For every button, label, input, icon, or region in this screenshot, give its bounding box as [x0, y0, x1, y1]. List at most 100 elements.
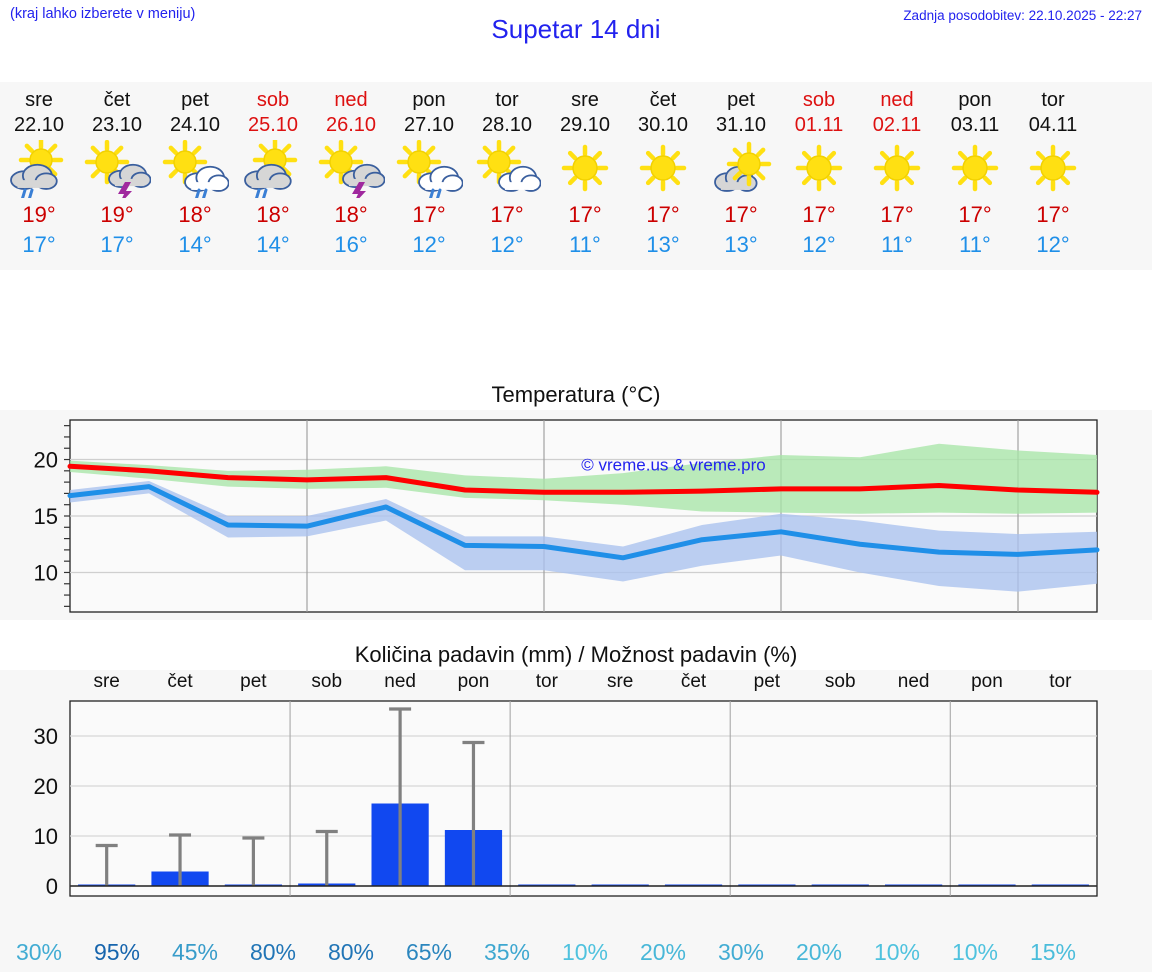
day-column-9[interactable]: pet 31.10 17° 13°: [702, 82, 780, 270]
day-low-temp: 14°: [256, 232, 290, 257]
daily-forecast-strip: sre 22.10 19° 17° čet 23.10 19° 17° pet 24.10 1…: [0, 82, 1152, 270]
day-low-temp: 16°: [334, 232, 368, 257]
day-column-13[interactable]: tor 04.11 17° 12°: [1014, 82, 1092, 270]
day-column-6[interactable]: tor 28.10 17° 12°: [468, 82, 546, 270]
day-date: 31.10: [715, 114, 767, 136]
day-high-temp: 17°: [880, 202, 914, 227]
day-date: 23.10: [91, 114, 143, 136]
day-date: 27.10: [403, 114, 455, 136]
day-name: čet: [103, 89, 131, 111]
svg-text:0: 0: [46, 874, 58, 899]
sun-icon: [951, 144, 999, 192]
sun-cloud-rain-icon: [10, 140, 64, 198]
precip-probability-13: 15%: [1029, 939, 1077, 965]
sun-cloud-rain-light-icon: [162, 140, 229, 198]
sun-cloud-thunder-icon: [84, 140, 151, 198]
day-date: 03.11: [950, 114, 1000, 136]
day-name: tor: [495, 89, 519, 111]
svg-text:20: 20: [34, 448, 58, 473]
day-name: sob: [256, 89, 290, 111]
menu-hint: (kraj lahko izberete v meniju): [10, 6, 196, 22]
day-column-8[interactable]: čet 30.10 17° 13°: [624, 82, 702, 270]
svg-text:pet: pet: [240, 671, 267, 692]
day-date: 22.10: [13, 114, 65, 136]
precipitation-chart-title: Količina padavin (mm) / Možnost padavin …: [0, 642, 1152, 670]
sun-icon: [795, 144, 843, 192]
svg-text:30: 30: [34, 724, 58, 749]
temperature-chart-panel: Temperatura (°C) 10 15 20 © vreme.us & vrem…: [0, 382, 1152, 620]
day-high-temp: 18°: [178, 202, 212, 227]
day-column-2[interactable]: pet 24.10 18° 14°: [156, 82, 234, 270]
day-date: 02.11: [872, 114, 922, 136]
day-name: ned: [880, 89, 914, 111]
svg-text:tor: tor: [1049, 671, 1072, 692]
day-name: čet: [649, 89, 677, 111]
precip-probability-1: 95%: [93, 939, 141, 965]
svg-text:pet: pet: [754, 671, 781, 692]
day-high-temp: 17°: [490, 202, 524, 227]
day-column-7[interactable]: sre 29.10 17° 11°: [546, 82, 624, 270]
day-column-0[interactable]: sre 22.10 19° 17°: [0, 82, 78, 270]
day-high-temp: 17°: [646, 202, 680, 227]
day-column-11[interactable]: ned 02.11 17° 11°: [858, 82, 936, 270]
svg-text:15: 15: [34, 504, 58, 529]
precip-probability-9: 30%: [717, 939, 765, 965]
precip-probability-2: 45%: [171, 939, 219, 965]
precip-probability-6: 35%: [483, 939, 531, 965]
svg-text:10: 10: [34, 824, 58, 849]
precip-probability-3: 80%: [249, 939, 297, 965]
day-low-temp: 11°: [881, 232, 913, 257]
svg-text:tor: tor: [536, 671, 559, 692]
svg-text:ned: ned: [898, 671, 930, 692]
day-column-1[interactable]: čet 23.10 19° 17°: [78, 82, 156, 270]
day-high-temp: 18°: [334, 202, 368, 227]
sun-cloud-icon: [476, 140, 541, 192]
svg-text:čet: čet: [681, 671, 707, 692]
day-low-temp: 12°: [1036, 232, 1070, 257]
day-name: pet: [727, 89, 755, 111]
svg-text:sre: sre: [607, 671, 633, 692]
precip-probability-4: 80%: [327, 939, 375, 965]
daily-forecast-row: sre 22.10 19° 17° čet 23.10 19° 17° pet 24.10 1…: [0, 82, 1152, 270]
temperature-chart-svg: 10 15 20 © vreme.us & vreme.pro: [0, 382, 1152, 620]
day-name: pon: [412, 89, 446, 111]
svg-text:© vreme.us & vreme.pro: © vreme.us & vreme.pro: [581, 455, 765, 474]
day-low-temp: 13°: [646, 232, 680, 257]
svg-text:ned: ned: [384, 671, 416, 692]
precip-probability-7: 10%: [561, 939, 609, 965]
precip-probability-8: 20%: [639, 939, 687, 965]
day-low-temp: 11°: [959, 232, 991, 257]
day-date: 04.11: [1028, 114, 1078, 136]
day-high-temp: 17°: [412, 202, 446, 227]
day-high-temp: 19°: [100, 202, 134, 227]
day-low-temp: 12°: [490, 232, 524, 257]
day-date: 29.10: [559, 114, 611, 136]
cloud-sun-icon: [714, 141, 772, 192]
day-column-5[interactable]: pon 27.10 17° 12°: [390, 82, 468, 270]
svg-text:20: 20: [34, 774, 58, 799]
day-column-4[interactable]: ned 26.10 18° 16°: [312, 82, 390, 270]
day-low-temp: 13°: [724, 232, 758, 257]
day-low-temp: 12°: [802, 232, 836, 257]
day-column-3[interactable]: sob 25.10 18° 14°: [234, 82, 312, 270]
precip-probability-0: 30%: [15, 939, 63, 965]
day-column-12[interactable]: pon 03.11 17° 11°: [936, 82, 1014, 270]
sun-cloud-rain-light-icon: [396, 140, 463, 198]
day-date: 26.10: [325, 114, 377, 136]
page-header: (kraj lahko izberete v meniju) Supetar 1…: [0, 0, 1152, 60]
day-high-temp: 19°: [22, 202, 56, 227]
page-title: Supetar 14 dni: [491, 14, 661, 44]
day-name: sre: [571, 89, 599, 111]
precip-probability-11: 10%: [873, 939, 921, 965]
day-name: ned: [334, 89, 368, 111]
temperature-chart-title: Temperatura (°C): [0, 382, 1152, 410]
svg-text:pon: pon: [458, 671, 490, 692]
day-high-temp: 17°: [802, 202, 836, 227]
sun-icon: [639, 144, 687, 192]
svg-text:pon: pon: [971, 671, 1003, 692]
day-high-temp: 17°: [1036, 202, 1070, 227]
svg-text:sre: sre: [93, 671, 119, 692]
precip-probability-5: 65%: [405, 939, 453, 965]
day-name: pet: [181, 89, 209, 111]
day-column-10[interactable]: sob 01.11 17° 12°: [780, 82, 858, 270]
